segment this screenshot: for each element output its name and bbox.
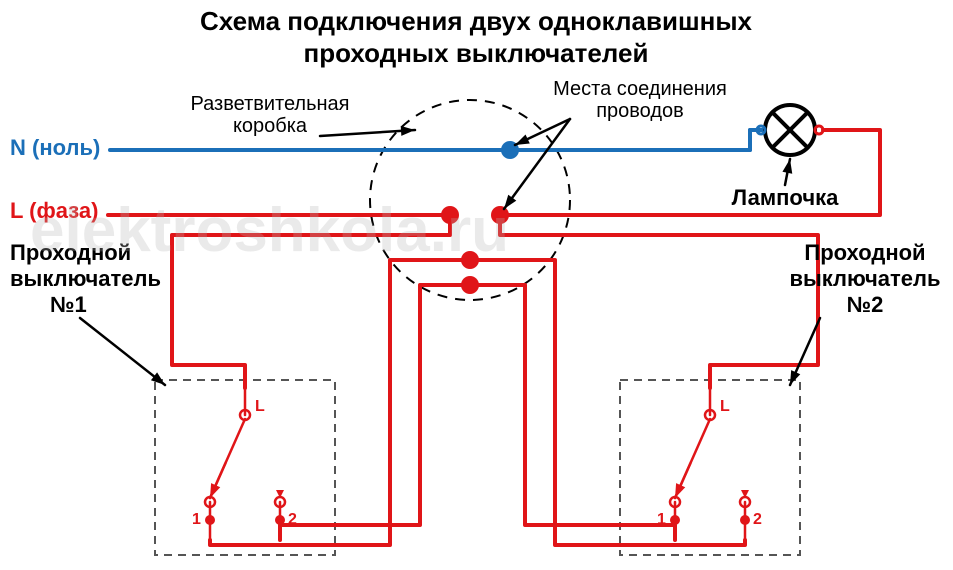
svg-text:Лампочка: Лампочка xyxy=(732,185,839,210)
svg-text:L: L xyxy=(255,398,265,415)
svg-text:N (ноль): N (ноль) xyxy=(10,135,100,160)
svg-text:Проходной: Проходной xyxy=(10,240,131,265)
svg-text:L: L xyxy=(720,398,730,415)
svg-text:коробка: коробка xyxy=(233,115,308,137)
svg-text:Проходной: Проходной xyxy=(804,240,925,265)
svg-text:1: 1 xyxy=(192,511,201,528)
svg-text:Схема подключения двух однокла: Схема подключения двух одноклавишных xyxy=(200,6,753,36)
svg-text:L (фаза): L (фаза) xyxy=(10,198,98,223)
svg-text:Разветвительная: Разветвительная xyxy=(190,93,349,115)
svg-text:выключатель: выключатель xyxy=(789,266,940,291)
svg-text:Места соединения: Места соединения xyxy=(553,78,727,100)
svg-text:выключатель: выключатель xyxy=(10,266,161,291)
wiring-diagram: Схема подключения двух одноклавишныхпрох… xyxy=(0,0,953,570)
svg-text:2: 2 xyxy=(753,511,762,528)
svg-text:№1: №1 xyxy=(50,292,87,317)
svg-text:№2: №2 xyxy=(847,292,884,317)
svg-text:проводов: проводов xyxy=(596,100,684,122)
svg-text:проходных выключателей: проходных выключателей xyxy=(304,38,649,68)
